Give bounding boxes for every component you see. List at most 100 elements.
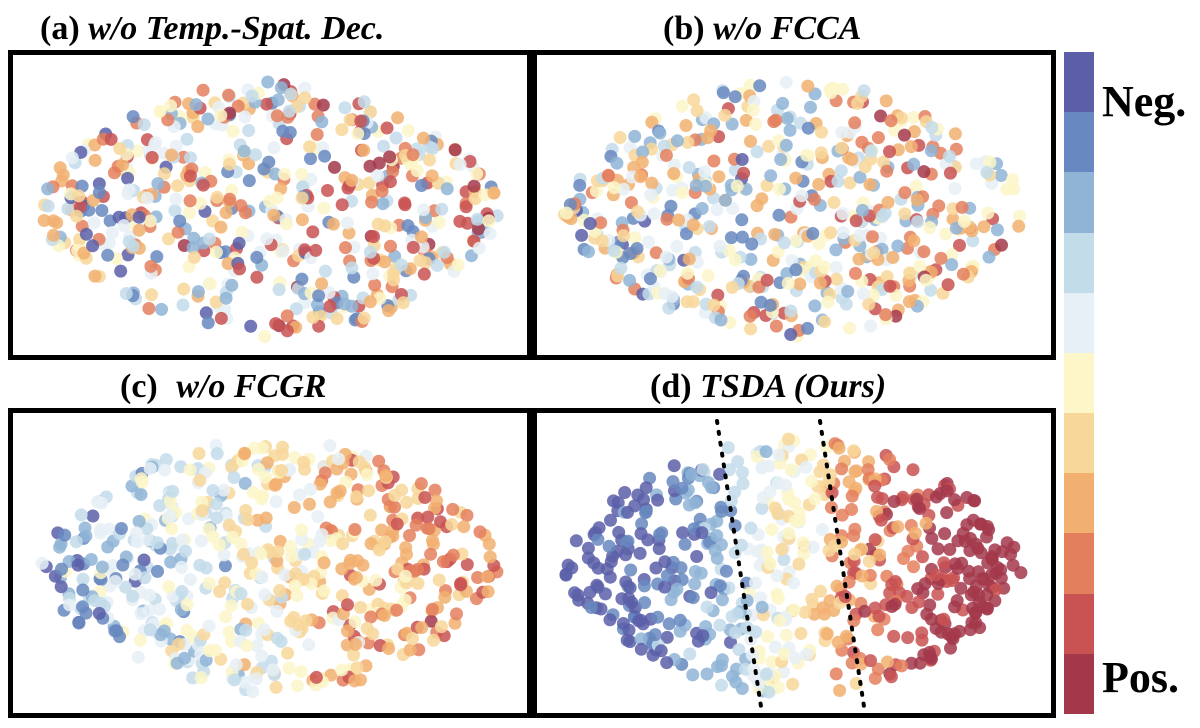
scatter-point <box>649 246 663 260</box>
scatter-point <box>335 663 349 677</box>
scatter-point <box>121 171 135 185</box>
scatter-point <box>781 276 795 290</box>
scatter-point <box>297 455 311 469</box>
scatter-point <box>744 134 757 148</box>
scatter-point <box>345 261 359 275</box>
scatter-point <box>667 459 681 473</box>
scatter-point <box>769 319 783 333</box>
panel-b-name: w/o FCCA <box>713 10 862 47</box>
scatter-point <box>707 154 721 168</box>
scatter-point <box>694 566 708 580</box>
scatter-point <box>907 125 921 139</box>
scatter-point <box>772 182 786 196</box>
scatter-point <box>278 568 292 582</box>
scatter-point <box>813 465 827 479</box>
scatter-point <box>481 570 494 584</box>
scatter-point <box>377 609 391 622</box>
scatter-point <box>965 224 979 238</box>
scatter-point <box>614 261 628 275</box>
scatter-point <box>344 553 357 567</box>
scatter-point <box>815 523 829 536</box>
scatter-point <box>168 204 182 218</box>
scatter-point <box>338 101 352 115</box>
scatter-point <box>881 195 895 209</box>
scatter-point <box>350 661 364 675</box>
scatter-point <box>653 126 667 140</box>
scatter-point <box>425 169 439 183</box>
scatter-point <box>560 206 574 220</box>
scatter-point <box>221 257 235 270</box>
scatter-point <box>161 113 175 127</box>
scatter-point <box>223 192 237 206</box>
scatter-point <box>481 585 495 599</box>
scatter-point <box>833 684 847 697</box>
scatter-point <box>92 186 106 199</box>
scatter-point <box>951 561 965 575</box>
scatter-point <box>1012 219 1026 233</box>
scatter-point <box>768 227 782 241</box>
scatter-point <box>155 302 168 316</box>
scatter-point <box>955 200 969 214</box>
scatter-point <box>166 484 180 498</box>
scatter-point <box>653 264 667 278</box>
scatter-point <box>681 135 695 149</box>
scatter-point <box>672 213 686 227</box>
scatter-point <box>364 610 378 624</box>
scatter-point <box>244 319 258 333</box>
scatter-point <box>437 245 451 259</box>
scatter-point <box>792 557 806 571</box>
scatter-point <box>768 501 782 515</box>
scatter-point <box>214 311 228 325</box>
scatter-point <box>323 299 337 313</box>
scatter-point <box>923 221 937 235</box>
scatter-point <box>660 212 674 226</box>
scatter-point <box>875 209 889 223</box>
scatter-point <box>131 650 145 664</box>
scatter-point <box>696 629 710 643</box>
scatter-point <box>591 580 605 594</box>
scatter-point <box>623 273 637 287</box>
scatter-point <box>354 114 368 128</box>
scatter-point <box>415 230 428 244</box>
scatter-point <box>759 445 773 459</box>
scatter-point <box>231 99 245 113</box>
scatter-point <box>814 146 828 160</box>
scatter-point <box>602 539 616 553</box>
scatter-point <box>568 586 582 600</box>
scatter-point <box>380 121 394 135</box>
scatter-point <box>779 138 793 152</box>
scatter-point <box>92 606 106 620</box>
scatter-point <box>857 84 871 98</box>
scatter-point <box>736 477 750 491</box>
scatter-point <box>994 571 1008 585</box>
scatter-point <box>686 295 700 309</box>
scatter-point <box>618 486 632 499</box>
scatter-point <box>610 156 624 170</box>
scatter-point <box>917 165 931 179</box>
scatter-point <box>41 199 55 213</box>
scatter-point <box>187 250 201 264</box>
scatter-point <box>317 584 331 598</box>
scatter-point <box>224 599 238 613</box>
scatter-point <box>945 258 959 272</box>
scatter-point <box>969 537 983 551</box>
scatter-point <box>713 239 727 253</box>
scatter-point <box>744 521 758 535</box>
scatter-point <box>472 241 486 255</box>
scatter-point <box>105 226 119 239</box>
scatter-point <box>1013 209 1027 223</box>
scatter-point <box>259 511 273 525</box>
scatter-point <box>310 128 324 141</box>
scatter-point <box>143 623 157 637</box>
scatter-point <box>581 541 595 555</box>
scatter-point <box>848 465 862 478</box>
scatter-point <box>789 171 803 185</box>
scatter-point <box>106 559 120 572</box>
scatter-point <box>76 600 90 614</box>
scatter-point <box>923 650 937 664</box>
scatter-point <box>422 522 436 536</box>
scatter-point <box>213 585 227 598</box>
scatter-point <box>966 234 980 248</box>
scatter-point <box>201 112 215 126</box>
scatter-point <box>282 104 296 118</box>
